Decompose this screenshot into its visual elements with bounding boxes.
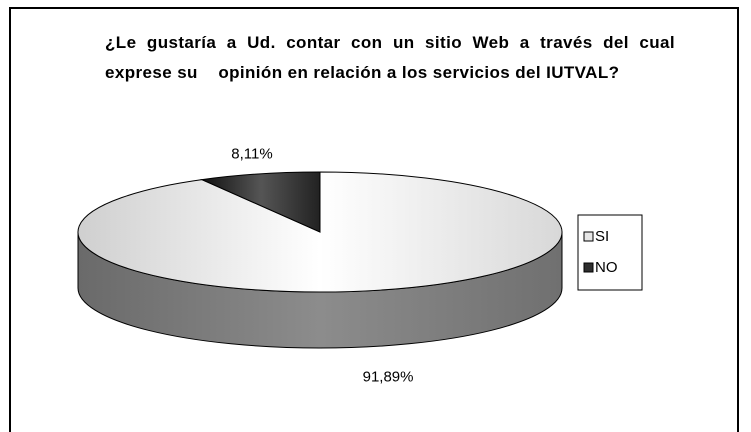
legend-swatch [583, 262, 594, 273]
pie-slice [200, 171, 321, 233]
chart-title: ¿Le gustaría a Ud. contar con un sitio W… [105, 33, 675, 82]
legend-box [577, 214, 643, 291]
legend-label: SI [595, 228, 609, 245]
legend-swatch [583, 231, 594, 242]
data-label: 91,89% [363, 368, 414, 385]
data-label: 8,11% [231, 146, 272, 163]
legend-label: NO [595, 259, 618, 276]
